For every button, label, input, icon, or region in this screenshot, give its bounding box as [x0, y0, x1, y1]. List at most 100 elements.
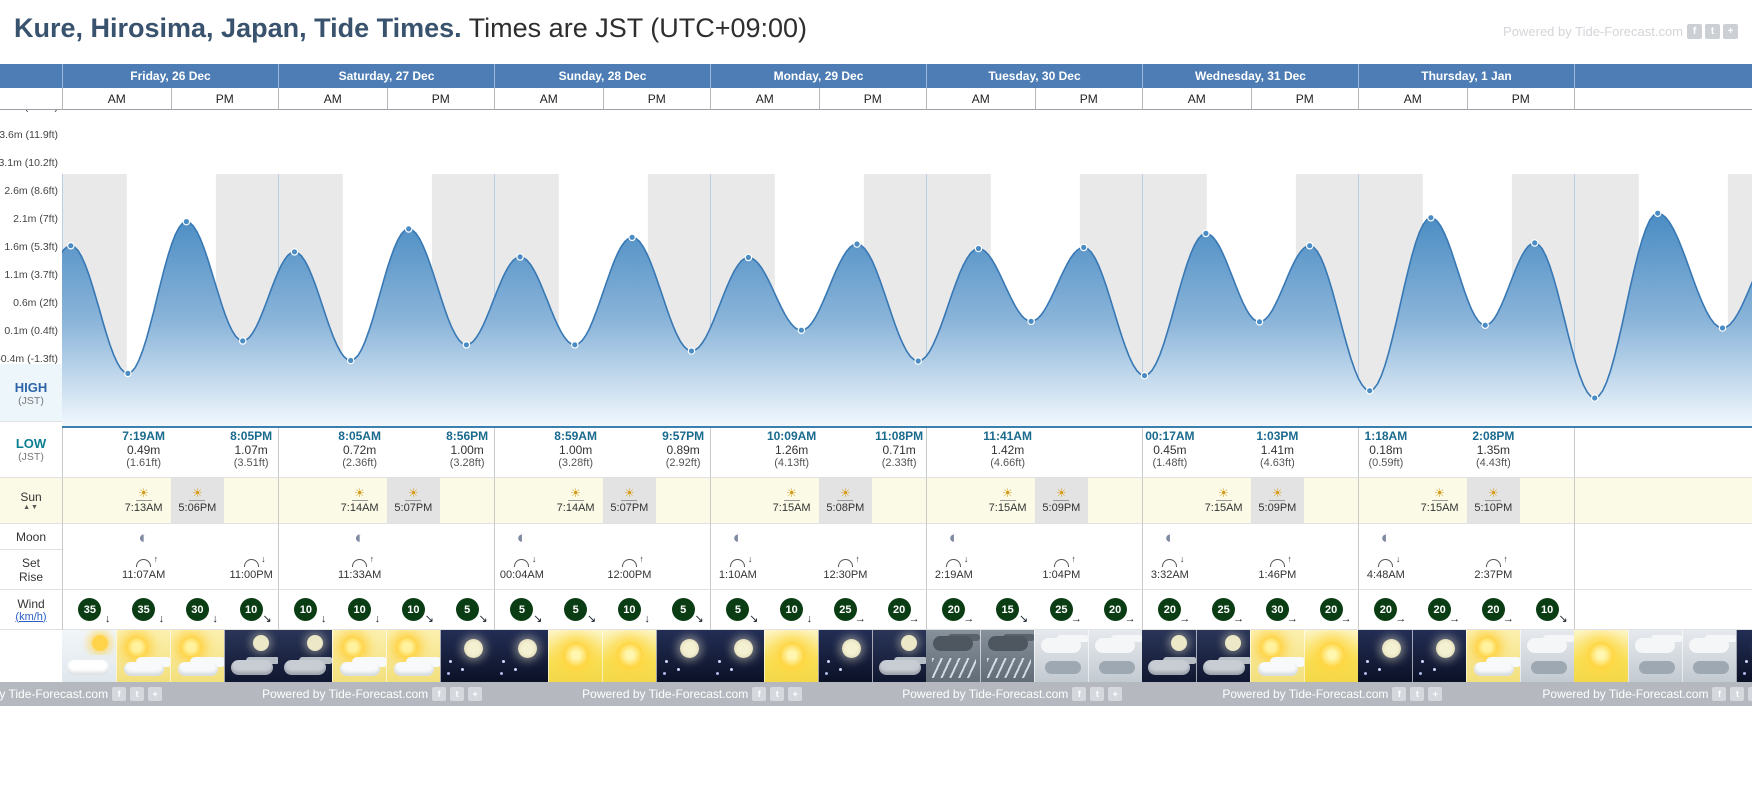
weather-row-label — [0, 630, 62, 682]
low-tide-cell — [171, 422, 225, 477]
footer-powered-by-text[interactable]: Powered by Tide-Forecast.com — [262, 687, 429, 701]
footer-powered-by-text[interactable]: Powered by Tide-Forecast.com — [1222, 687, 1389, 701]
wind-speed-badge: 10 ↓ — [780, 598, 812, 625]
twitter-icon[interactable]: t — [1705, 24, 1720, 39]
google-plus-icon[interactable]: + — [148, 687, 163, 701]
moon-phase-row: ◐ — [710, 524, 926, 550]
twitter-icon[interactable]: t — [450, 687, 465, 701]
google-plus-icon[interactable]: + — [788, 687, 803, 701]
low-tide-cell — [1664, 422, 1708, 477]
sun-cell: ☀ 5:08PM — [818, 478, 873, 523]
y-axis-label: 2.1m (7ft) — [13, 213, 58, 226]
moon-event-cell: ↑ 11:07AM — [117, 550, 171, 589]
sun-cell — [63, 478, 117, 523]
moon-phase-cell — [1520, 524, 1574, 550]
facebook-icon[interactable]: f — [1392, 687, 1407, 701]
low-tide-cell: 1:18AM 0.18m (0.59ft) — [1359, 422, 1413, 477]
high-tide-time: 2:54AM — [500, 373, 544, 387]
moon-direction-arrow: ↓ — [1179, 553, 1185, 564]
high-tide-cell — [333, 366, 387, 421]
moon-phase-cell: ◐ — [1359, 524, 1413, 550]
wind-direction-arrow: → — [1233, 613, 1245, 625]
facebook-icon[interactable]: f — [432, 687, 447, 701]
high-tide-row: 8:06AM 3.27m (10.73ft) 7:38PM 2.82m (9.25ft) — [1358, 364, 1574, 422]
moon-label: Moon — [15, 529, 47, 544]
low-tide-height-ft: (1.61ft) — [126, 457, 162, 469]
moon-phase-icon: ◐ — [138, 527, 149, 547]
moon-event-cell — [279, 550, 333, 589]
low-tide-height-ft: (2.36ft) — [342, 457, 378, 469]
twitter-icon[interactable]: t — [1410, 687, 1425, 701]
low-tide-time: 8:05PM — [230, 429, 273, 443]
moon-set-rise-row: ↓ 4:48AM ↑ 2:37PM — [1358, 550, 1574, 590]
twitter-icon[interactable]: t — [130, 687, 145, 701]
horizon-line — [1269, 499, 1286, 501]
twitter-icon[interactable]: t — [1090, 687, 1105, 701]
footer-powered-by-text[interactable]: Powered by Tide-Forecast.com — [0, 687, 109, 701]
facebook-icon[interactable]: f — [1072, 687, 1087, 701]
footer-powered-by-text[interactable]: Powered by Tide-Forecast.com — [1542, 687, 1709, 701]
twitter-icon[interactable]: t — [770, 687, 785, 701]
moon-event-cell: ↓ 00:04AM — [495, 550, 549, 589]
wind-unit-link[interactable]: (km/h) — [15, 610, 47, 623]
weather-icon-cloud — [1628, 630, 1682, 682]
wind-cell: 35 ↓ — [117, 590, 171, 629]
ampm-row: AM PM — [926, 88, 1142, 110]
sunrise-icon: ☀ — [1218, 485, 1229, 500]
moon-event-cell — [63, 550, 117, 589]
wind-cell: 10 ↓ — [765, 590, 819, 629]
weather-icon-night-cloud — [872, 630, 926, 682]
high-tide-row: 1:50AM 2.66m (8.72ft) 2:31PM 3.07m (10.07ft) — [278, 364, 494, 422]
moon-event-cell — [1197, 550, 1251, 589]
sunset-time: 5:07PM — [610, 501, 649, 514]
sunset-time: 5:07PM — [394, 501, 433, 514]
footer-powered-by-text[interactable]: Powered by Tide-Forecast.com — [902, 687, 1069, 701]
wind-cell: 20 → — [1143, 590, 1197, 629]
facebook-icon[interactable]: f — [752, 687, 767, 701]
sunset-icon: ☀ — [623, 485, 635, 500]
low-tide-time: 2:08PM — [1472, 429, 1515, 443]
facebook-icon[interactable]: f — [1712, 687, 1727, 701]
wind-direction-arrow: ↘ — [424, 613, 434, 625]
twitter-icon[interactable]: t — [1730, 687, 1745, 701]
wind-cell: 5 ↘ — [711, 590, 765, 629]
sunrise-icon: ☀ — [354, 485, 365, 500]
high-tide-cell — [1619, 366, 1663, 421]
sun-cell: ☀ 7:15AM — [765, 478, 819, 523]
facebook-icon[interactable]: f — [1687, 24, 1702, 39]
day-columns: Friday, 26 Dec AM PM 00:59AM 2.77m (9.09ft) 1:… — [62, 64, 1752, 682]
wind-speed-badge: 30 ↓ — [185, 598, 218, 625]
google-plus-icon[interactable]: + — [468, 687, 483, 701]
high-tide-cell — [1467, 366, 1521, 421]
google-plus-icon[interactable]: + — [1428, 687, 1443, 701]
high-tide-cell — [656, 366, 710, 421]
wind-cell: 25 → — [819, 590, 873, 629]
low-tide-cell — [279, 422, 333, 477]
footer-powered-by-text[interactable]: Powered by Tide-Forecast.com — [582, 687, 749, 701]
wind-cell: 20 → — [927, 590, 981, 629]
low-tide-height-ft: (4.66ft) — [990, 457, 1026, 469]
high-tide-height-ft: (8.4ft) — [723, 401, 753, 413]
sun-row: ☀ 7:14AM ☀ 5:07PM — [278, 478, 494, 524]
wind-speed-badge: 5 ↘ — [455, 598, 488, 625]
google-plus-icon[interactable]: + — [1723, 24, 1738, 39]
moon-direction-arrow: ↑ — [1287, 553, 1292, 564]
am-label: AM — [1403, 91, 1422, 106]
facebook-icon[interactable]: f — [112, 687, 127, 701]
wind-speed-badge: 10 ↘ — [239, 598, 272, 625]
high-tide-cell: 5:31PM 2.74m (8.99ft) — [1035, 366, 1089, 421]
pm-label: PM — [1466, 88, 1575, 109]
powered-by: Powered by Tide-Forecast.com f t + — [1503, 24, 1738, 39]
sun-cell: ☀ 7:13AM — [117, 478, 171, 523]
high-tide-height-m: 2.74m — [1044, 387, 1079, 401]
sun-cell: ☀ 5:10PM — [1466, 478, 1521, 523]
sunset-icon: ☀ — [1487, 485, 1499, 500]
sun-cell — [872, 478, 926, 523]
google-plus-icon[interactable]: + — [1748, 687, 1752, 701]
high-tide-cell: 5:50AM 2.72m (8.93ft) — [927, 366, 981, 421]
google-plus-icon[interactable]: + — [1108, 687, 1123, 701]
low-tide-cell: 9:57PM 0.89m (2.92ft) — [656, 422, 710, 477]
sun-cell — [1575, 478, 1619, 523]
tide-chart-area — [1142, 110, 1358, 364]
sun-cell: ☀ 5:07PM — [602, 478, 657, 523]
